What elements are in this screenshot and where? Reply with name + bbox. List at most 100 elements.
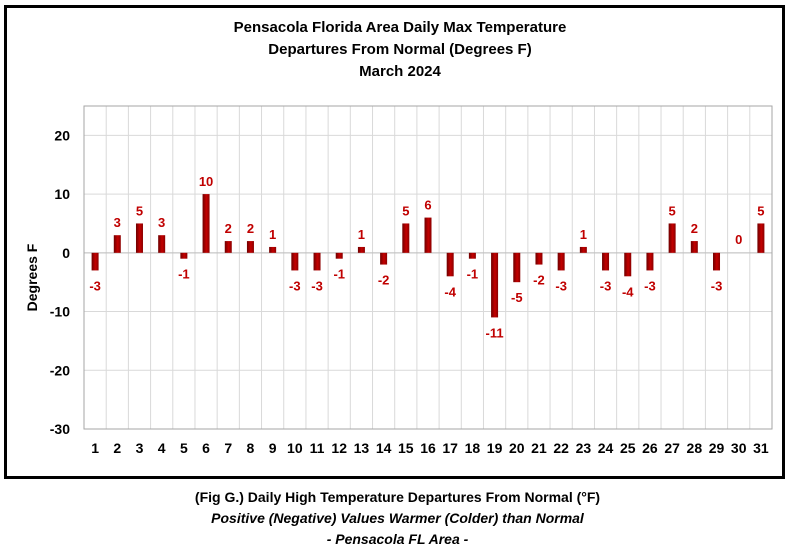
x-tick-label: 16 <box>420 440 436 456</box>
chart-frame: Pensacola Florida Area Daily Max Tempera… <box>4 5 785 479</box>
data-label-day-10: -3 <box>289 278 301 293</box>
x-tick-label: 4 <box>158 440 166 456</box>
bar-day-12 <box>335 252 343 259</box>
bar-day-20 <box>513 252 521 283</box>
data-label-day-26: -3 <box>644 278 656 293</box>
data-label-day-22: -3 <box>555 278 567 293</box>
data-label-day-27: 5 <box>669 203 676 218</box>
temperature-departure-chart: Pensacola Florida Area Daily Max Tempera… <box>24 19 773 456</box>
data-label-day-19: -11 <box>486 325 504 340</box>
bar-day-11 <box>313 252 321 271</box>
chart-title-line-2: Departures From Normal (Degrees F) <box>268 41 531 58</box>
caption-line-1: (Fig G.) Daily High Temperature Departur… <box>194 489 601 505</box>
y-axis-ticks: 20 10 0 -10 -20 -30 <box>50 127 70 437</box>
data-label-day-1: -3 <box>89 278 101 293</box>
bar-day-28 <box>690 241 698 253</box>
bar-day-31 <box>757 223 765 253</box>
data-label-day-25: -4 <box>622 284 634 299</box>
x-tick-label: 3 <box>136 440 144 456</box>
bars <box>91 194 765 318</box>
x-tick-label: 13 <box>354 440 370 456</box>
data-label-day-11: -3 <box>311 278 323 293</box>
chart-title-line-1: Pensacola Florida Area Daily Max Tempera… <box>234 19 567 36</box>
bar-day-4 <box>158 235 166 253</box>
data-label-day-2: 3 <box>114 215 121 230</box>
x-tick-label: 29 <box>709 440 725 456</box>
x-tick-label: 12 <box>331 440 347 456</box>
bar-day-15 <box>402 223 410 253</box>
bar-day-21 <box>535 252 543 265</box>
x-tick-label: 24 <box>598 440 614 456</box>
bar-day-3 <box>135 223 143 253</box>
y-tick-label: -20 <box>50 362 70 378</box>
x-tick-label: 14 <box>376 440 392 456</box>
bar-day-27 <box>668 223 676 253</box>
bar-day-14 <box>380 252 388 265</box>
bar-day-5 <box>180 252 188 259</box>
x-tick-label: 27 <box>664 440 680 456</box>
data-label-day-20: -5 <box>511 290 523 305</box>
bar-day-10 <box>291 252 299 271</box>
bar-day-22 <box>557 252 565 271</box>
x-tick-label: 18 <box>465 440 481 456</box>
y-tick-label: -10 <box>50 304 70 320</box>
bar-day-17 <box>446 252 454 277</box>
x-tick-label: 15 <box>398 440 414 456</box>
data-label-day-12: -1 <box>333 267 345 282</box>
data-label-day-8: 2 <box>247 221 254 236</box>
x-tick-label: 5 <box>180 440 188 456</box>
bar-day-9 <box>269 246 277 253</box>
data-label-day-16: 6 <box>424 198 431 213</box>
y-tick-label: 0 <box>62 245 70 261</box>
data-label-day-14: -2 <box>378 273 390 288</box>
y-tick-label: 20 <box>54 127 70 143</box>
data-label-day-4: 3 <box>158 215 165 230</box>
bar-day-18 <box>468 252 476 259</box>
figure-caption: (Fig G.) Daily High Temperature Departur… <box>0 487 795 550</box>
data-label-day-18: -1 <box>467 267 479 282</box>
caption-line-3: - Pensacola FL Area - <box>326 531 469 547</box>
x-tick-label: 30 <box>731 440 747 456</box>
bar-day-7 <box>224 241 232 253</box>
bar-day-29 <box>713 252 721 271</box>
data-label-day-24: -3 <box>600 278 612 293</box>
bar-day-26 <box>646 252 654 271</box>
x-tick-label: 11 <box>310 440 325 456</box>
x-tick-label: 21 <box>531 440 547 456</box>
x-tick-label: 19 <box>487 440 503 456</box>
x-tick-label: 26 <box>642 440 658 456</box>
y-tick-label: -30 <box>50 421 70 437</box>
y-tick-label: 10 <box>54 186 70 202</box>
x-tick-label: 17 <box>442 440 458 456</box>
bar-day-13 <box>357 246 365 253</box>
x-tick-label: 28 <box>687 440 703 456</box>
y-axis-title: Degrees F <box>24 243 40 311</box>
data-label-day-3: 5 <box>136 203 143 218</box>
data-label-day-17: -4 <box>444 284 456 299</box>
data-label-day-15: 5 <box>402 203 409 218</box>
bar-day-24 <box>602 252 610 271</box>
bar-day-6 <box>202 194 210 253</box>
x-tick-label: 25 <box>620 440 636 456</box>
bar-day-16 <box>424 217 432 253</box>
x-tick-label: 1 <box>91 440 99 456</box>
x-tick-label: 2 <box>113 440 121 456</box>
bar-day-8 <box>246 241 254 253</box>
data-label-day-7: 2 <box>225 221 232 236</box>
data-label-day-31: 5 <box>757 203 764 218</box>
x-tick-label: 9 <box>269 440 277 456</box>
bar-day-23 <box>579 246 587 253</box>
data-label-day-9: 1 <box>269 227 276 242</box>
bar-day-1 <box>91 252 99 271</box>
x-tick-label: 22 <box>553 440 569 456</box>
data-label-day-13: 1 <box>358 227 365 242</box>
x-tick-label: 10 <box>287 440 303 456</box>
data-label-day-28: 2 <box>691 221 698 236</box>
bar-day-19 <box>491 252 499 318</box>
caption-line-2: Positive (Negative) Values Warmer (Colde… <box>211 510 584 526</box>
bar-day-25 <box>624 252 632 277</box>
data-label-day-21: -2 <box>533 273 545 288</box>
data-label-day-30: 0 <box>735 232 742 247</box>
plot-area-border <box>83 105 773 430</box>
